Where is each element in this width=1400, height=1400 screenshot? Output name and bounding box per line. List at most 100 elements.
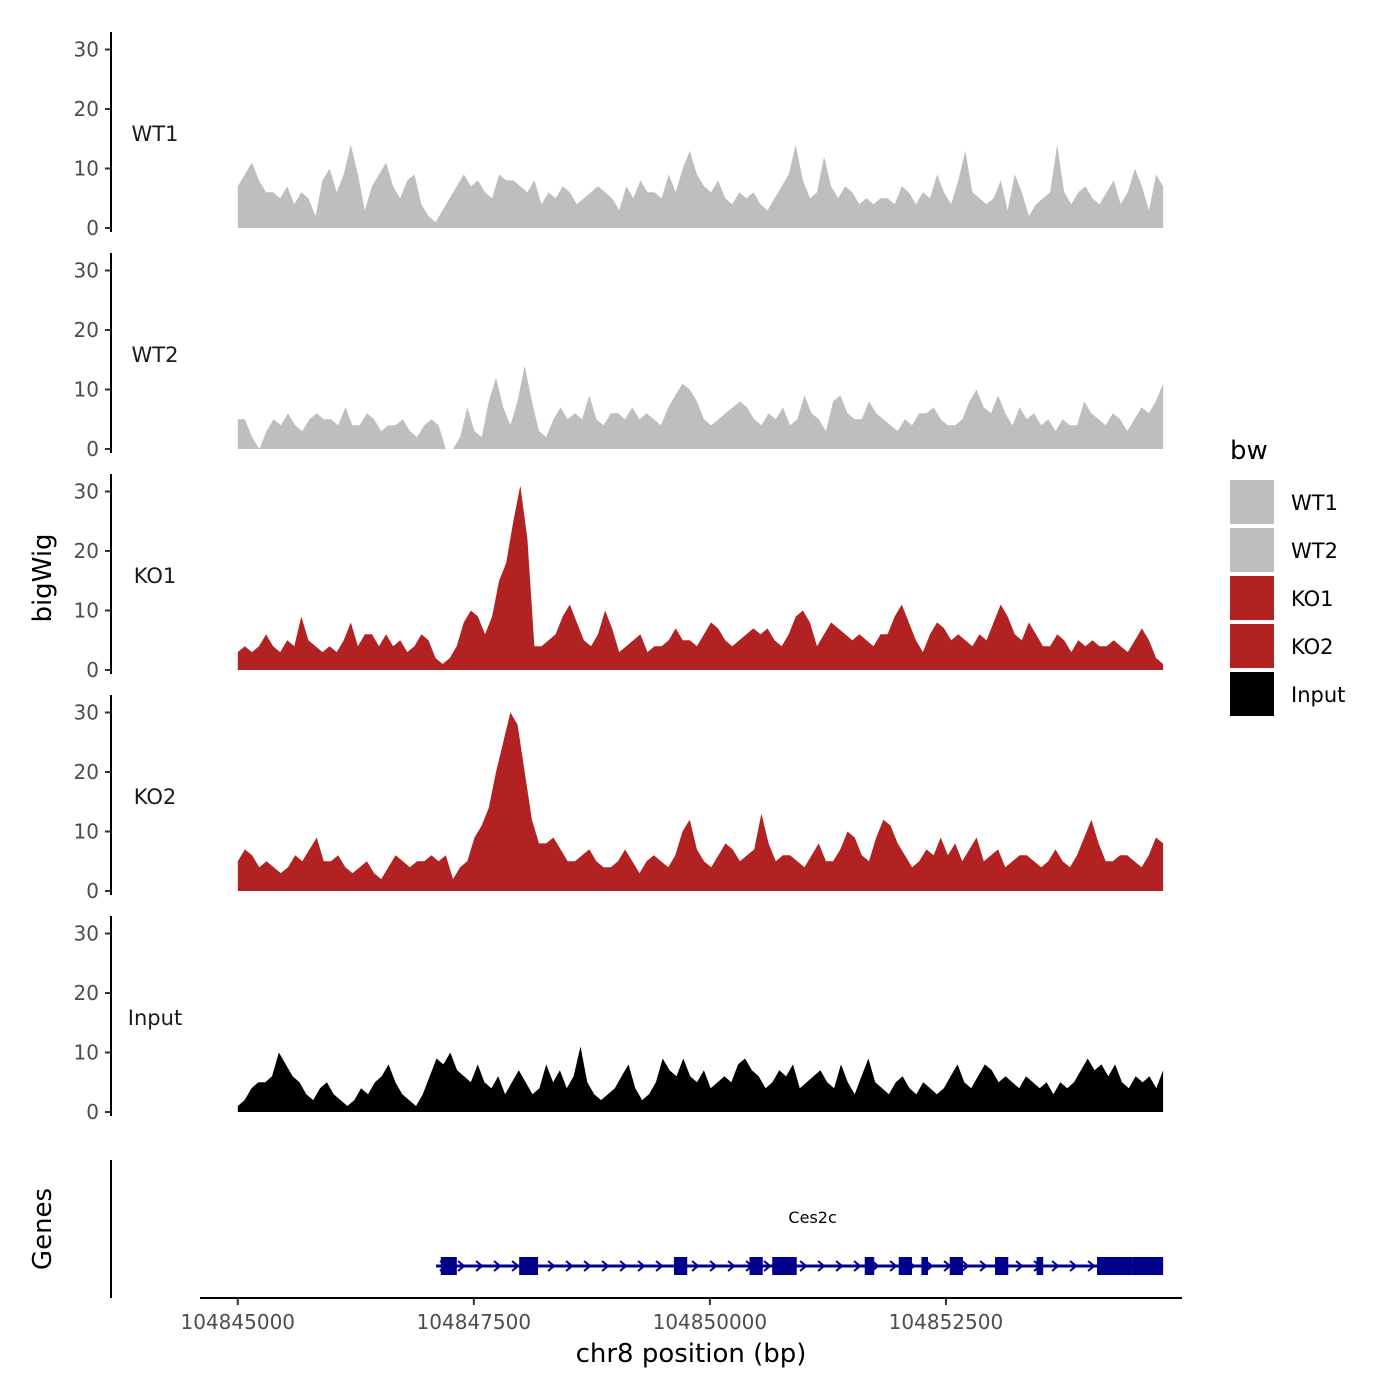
track-label: KO1 (134, 564, 177, 588)
legend-title: bw (1230, 436, 1268, 466)
y-tick-label: 30 (74, 480, 99, 504)
strand-arrow (511, 1260, 520, 1272)
legend-key-ko1 (1230, 576, 1274, 620)
x-ticks: 104845000 104847500 104850000 104852500 (181, 1298, 1004, 1334)
legend-label: KO1 (1291, 587, 1334, 611)
y-tick-label: 20 (74, 97, 99, 121)
legend-key-wt2 (1230, 528, 1274, 572)
strand-arrow (799, 1260, 808, 1272)
track-wt1: 0 10 20 30 WT1 (74, 32, 1164, 240)
gene-exon (1097, 1257, 1133, 1275)
strand-arrow (1015, 1260, 1024, 1272)
strand-arrow (1069, 1260, 1078, 1272)
track-input: 0 10 20 30 Input (74, 916, 1164, 1124)
legend-key-input (1230, 672, 1274, 716)
strand-arrow (637, 1260, 646, 1272)
legend-key-ko2 (1230, 624, 1274, 668)
strand-arrow (817, 1260, 826, 1272)
x-tick-label: 104845000 (181, 1310, 296, 1334)
gene-exon (772, 1257, 797, 1275)
gene-exon (921, 1257, 929, 1275)
x-tick-label: 104847500 (417, 1310, 532, 1334)
y-tick-label: 0 (86, 879, 99, 903)
y-tick-label: 30 (74, 701, 99, 725)
y-tick-label: 30 (74, 38, 99, 62)
strand-arrow (691, 1260, 700, 1272)
y-tick-label: 20 (74, 539, 99, 563)
strand-arrow (565, 1260, 574, 1272)
legend-key-wt1 (1230, 480, 1274, 524)
y-tick-label: 0 (86, 216, 99, 240)
legend-label: KO2 (1291, 635, 1334, 659)
track-wt2: 0 10 20 30 WT2 (74, 253, 1164, 461)
signal-area-wt2 (237, 365, 1164, 449)
legend: bw WT1 WT2 KO1 KO2 Input (1230, 436, 1345, 716)
gene-exon (1036, 1257, 1044, 1275)
y-tick-label: 30 (74, 259, 99, 283)
strand-arrow (547, 1260, 556, 1272)
gene-exon (440, 1257, 457, 1275)
legend-label: WT1 (1291, 491, 1338, 515)
y-tick-label: 20 (74, 318, 99, 342)
y-tick-label: 0 (86, 1100, 99, 1124)
x-axis-title: chr8 position (bp) (576, 1339, 807, 1369)
strand-arrow (709, 1260, 718, 1272)
y-tick-label: 0 (86, 437, 99, 461)
strand-arrow (853, 1260, 862, 1272)
strand-arrow (457, 1260, 466, 1272)
legend-items: WT1 WT2 KO1 KO2 Input (1230, 480, 1345, 716)
gene-exon (1132, 1257, 1164, 1275)
gene-exon (674, 1257, 688, 1275)
strand-arrow (889, 1260, 898, 1272)
gene-exon (749, 1257, 763, 1275)
y-tick-label: 20 (74, 760, 99, 784)
strand-arrow (1087, 1260, 1096, 1272)
signal-area-ko1 (237, 485, 1164, 670)
track-label: Input (128, 1006, 182, 1030)
track-label: WT2 (132, 343, 179, 367)
gene-exon (995, 1257, 1009, 1275)
signal-area-input (237, 1046, 1164, 1112)
x-tick-label: 104850000 (653, 1310, 768, 1334)
x-tick-label: 104852500 (889, 1310, 1004, 1334)
strand-arrow (925, 1260, 934, 1272)
y-tick-label: 10 (74, 157, 99, 181)
signal-area-ko2 (237, 712, 1164, 891)
y-tick-label: 0 (86, 658, 99, 682)
y-tick-label: 10 (74, 1041, 99, 1065)
y-tick-label: 10 (74, 820, 99, 844)
strand-arrow (961, 1260, 970, 1272)
gene-exon (519, 1257, 539, 1275)
y-tick-label: 20 (74, 981, 99, 1005)
strand-arrow (493, 1260, 502, 1272)
gene-exon (898, 1257, 912, 1275)
strand-arrow (583, 1260, 592, 1272)
y-tick-label: 30 (74, 922, 99, 946)
gene-exon (949, 1257, 963, 1275)
strand-arrow (619, 1260, 628, 1272)
y-axis-title: bigWig (28, 533, 58, 622)
strand-arrow (835, 1260, 844, 1272)
track-label: WT1 (132, 122, 179, 146)
strand-arrow (655, 1260, 664, 1272)
strand-arrow (475, 1260, 484, 1272)
gene-exon (864, 1257, 875, 1275)
genes-axis-title: Genes (28, 1188, 58, 1270)
legend-label: WT2 (1291, 539, 1338, 563)
x-axis: 104845000 104847500 104850000 104852500 chr… (181, 1297, 1182, 1369)
legend-label: Input (1291, 683, 1345, 707)
track-label: KO2 (134, 785, 177, 809)
strand-arrow (601, 1260, 610, 1272)
track-ko2: 0 10 20 30 KO2 (74, 695, 1164, 903)
strand-arrow (979, 1260, 988, 1272)
gene-name-label: Ces2c (788, 1208, 836, 1227)
y-tick-label: 10 (74, 378, 99, 402)
strand-arrow (727, 1260, 736, 1272)
signal-area-wt1 (237, 144, 1164, 228)
track-ko1: 0 10 20 30 KO1 (74, 474, 1164, 682)
gene-panel: Genes Ces2c (28, 1160, 1164, 1298)
gene-model (436, 1257, 1164, 1275)
y-tick-label: 10 (74, 599, 99, 623)
tracks: 0 10 20 30 WT1 0 10 20 30 WT2 0 10 20 30 KO1 0 10 20 30 KO2… (74, 32, 1164, 1124)
